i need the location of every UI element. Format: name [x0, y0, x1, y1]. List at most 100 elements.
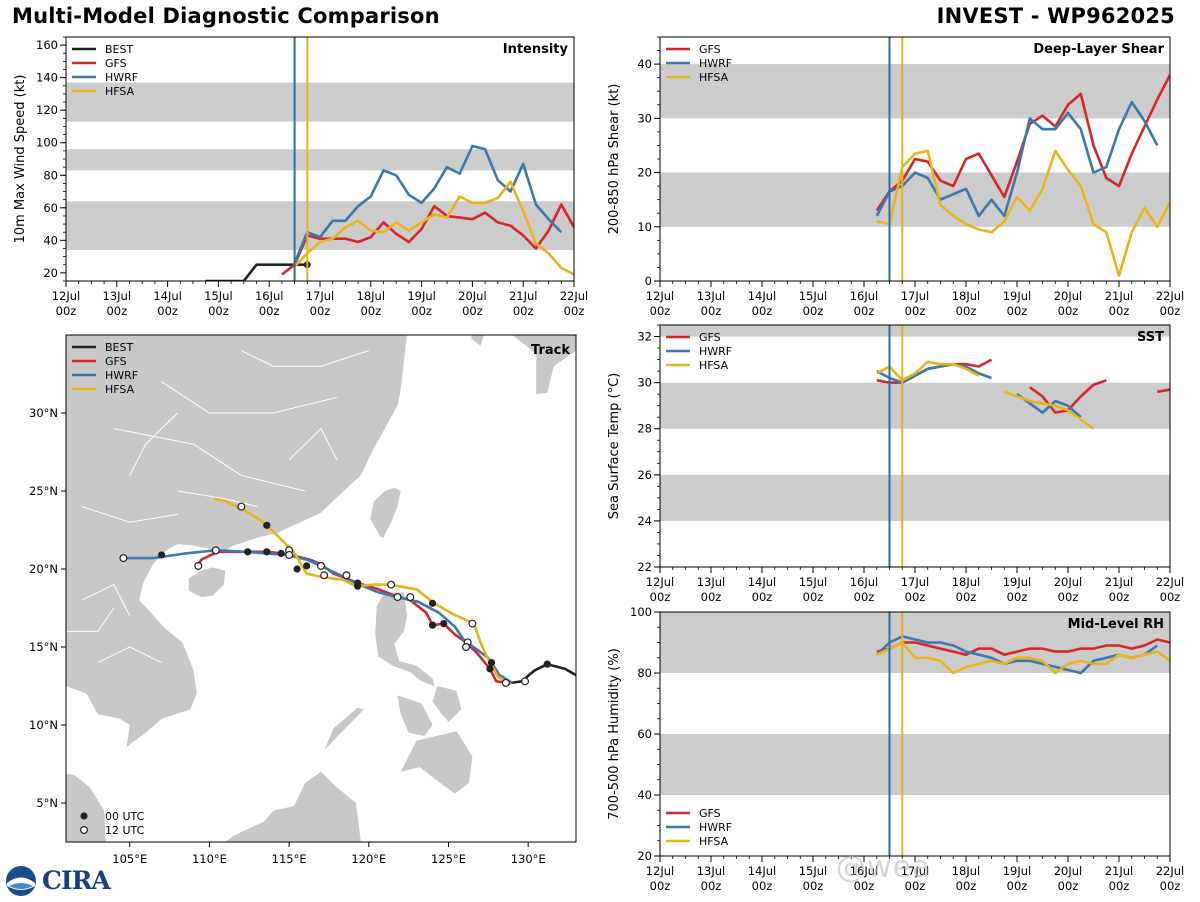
y-tick-label: 60: [637, 727, 652, 741]
noaa-logo-icon: [6, 866, 36, 896]
x-tick-label-hour: 00z: [956, 304, 977, 318]
track-point-00utc: [303, 562, 311, 570]
x-tick-label-hour: 00z: [310, 304, 331, 318]
series-group: [875, 635, 1170, 675]
track-point-12utc: [317, 561, 326, 570]
legend-label: GFS: [699, 331, 721, 344]
series-line-gfs: [876, 638, 1170, 656]
x-tick-label: 17Jul: [901, 864, 930, 878]
storm-id: INVEST - WP962025: [936, 4, 1175, 28]
panel-title: SST: [1137, 330, 1164, 345]
mindanao-island: [400, 731, 473, 794]
x-tick-label: 14Jul: [748, 864, 777, 878]
x-tick-label: 14Jul: [153, 289, 182, 303]
lat-tick-label: 10°N: [29, 718, 58, 732]
track-point-12utc: [194, 561, 203, 570]
province-border: [81, 506, 178, 523]
track-point-12utc: [393, 593, 402, 602]
x-tick-label-hour: 00z: [905, 304, 926, 318]
lon-tick-label: 130°E: [511, 852, 546, 866]
x-tick-label: 14Jul: [748, 575, 777, 589]
lat-tick-label: 5°N: [36, 796, 58, 810]
x-tick-label-hour: 00z: [1160, 590, 1181, 604]
track-point-00utc: [293, 565, 301, 573]
legend-label: HWRF: [699, 821, 732, 834]
x-tick-label-hour: 00z: [956, 879, 977, 893]
x-tick-label: 12Jul: [646, 864, 675, 878]
x-tick-label-hour: 00z: [1160, 879, 1181, 893]
x-tick-label-hour: 00z: [1109, 304, 1130, 318]
x-tick-label: 13Jul: [697, 575, 726, 589]
x-tick-label-hour: 00z: [56, 304, 77, 318]
series-line-hwrf: [876, 362, 992, 384]
chart-rh: 2040608010012Jul00z13Jul00z14Jul00z15Jul…: [607, 605, 1184, 893]
x-tick-label: 13Jul: [103, 289, 132, 303]
x-tick-label: 20Jul: [1054, 864, 1083, 878]
x-tick-label: 12Jul: [646, 289, 675, 303]
x-tick-label-hour: 00z: [650, 879, 671, 893]
province-border: [66, 607, 115, 632]
series-group: [875, 74, 1170, 277]
legend-label: BEST: [105, 341, 133, 354]
track-point-12utc: [406, 593, 415, 602]
x-tick-label: 13Jul: [697, 289, 726, 303]
y-tick-label: 28: [637, 422, 652, 436]
series-line-hwrf: [293, 144, 563, 264]
watermark: @wea: [836, 850, 932, 885]
x-tick-label: 19Jul: [1003, 575, 1032, 589]
x-tick-label-hour: 00z: [650, 590, 671, 604]
legend-label: HWRF: [105, 71, 138, 84]
province-border: [97, 646, 162, 664]
x-tick-label-hour: 00z: [1109, 879, 1130, 893]
lon-tick-label: 115°E: [272, 852, 307, 866]
y-tick-label: 30: [637, 111, 652, 125]
visayas-island: [397, 695, 433, 736]
x-tick-label: 22Jul: [1156, 575, 1185, 589]
series-line-hfsa: [876, 641, 1170, 675]
track-point-00utc: [277, 549, 285, 558]
track-point-00utc: [428, 599, 437, 607]
series-line-hwrf: [875, 100, 1159, 218]
x-tick-label: 15Jul: [799, 864, 828, 878]
x-tick-label: 13Jul: [697, 864, 726, 878]
legend-label: HWRF: [699, 345, 732, 358]
x-tick-label-hour: 00z: [259, 304, 280, 318]
x-tick-label-hour: 00z: [1160, 304, 1181, 318]
y-tick-label: 60: [43, 201, 58, 215]
y-tick-label: 20: [43, 266, 58, 280]
x-tick-label-hour: 00z: [803, 304, 824, 318]
hainan-island: [188, 567, 226, 598]
x-tick-label: 18Jul: [952, 575, 981, 589]
track-point-12utc: [285, 550, 294, 559]
province-border: [129, 412, 178, 476]
x-tick-label-hour: 00z: [411, 304, 432, 318]
x-tick-label-hour: 00z: [752, 879, 773, 893]
y-tick-label: 30: [637, 376, 652, 390]
y-tick-label: 26: [637, 468, 652, 482]
shaded-band: [660, 64, 1170, 119]
series-line-hfsa: [876, 149, 1170, 277]
x-tick-label-hour: 00z: [360, 304, 381, 318]
legend-marker-label: 12 UTC: [105, 824, 145, 837]
x-tick-label: 22Jul: [1156, 864, 1185, 878]
legend-marker-open: [79, 825, 88, 834]
track-point-12utc: [320, 571, 329, 580]
chart-shear: 01020304012Jul00z13Jul00z14Jul00z15Jul00…: [607, 36, 1184, 318]
x-tick-label: 15Jul: [799, 289, 828, 303]
shaded-band: [66, 82, 574, 122]
x-tick-label-hour: 00z: [1007, 304, 1028, 318]
track-line-best: [510, 662, 576, 685]
panel-title: Deep-Layer Shear: [1033, 42, 1164, 57]
series-line-hwrf: [1016, 393, 1082, 419]
x-tick-label-hour: 00z: [513, 304, 534, 318]
samar-island: [432, 686, 462, 722]
legend-label: GFS: [699, 43, 721, 56]
x-tick-label-hour: 00z: [1109, 590, 1130, 604]
y-tick-label: 40: [637, 788, 652, 802]
x-tick-label: 18Jul: [357, 289, 386, 303]
track-point-00utc: [158, 551, 166, 559]
track-point-00utc: [263, 548, 271, 556]
legend-label: HWRF: [699, 57, 732, 70]
x-tick-label: 15Jul: [799, 575, 828, 589]
x-tick-label: 17Jul: [901, 289, 930, 303]
